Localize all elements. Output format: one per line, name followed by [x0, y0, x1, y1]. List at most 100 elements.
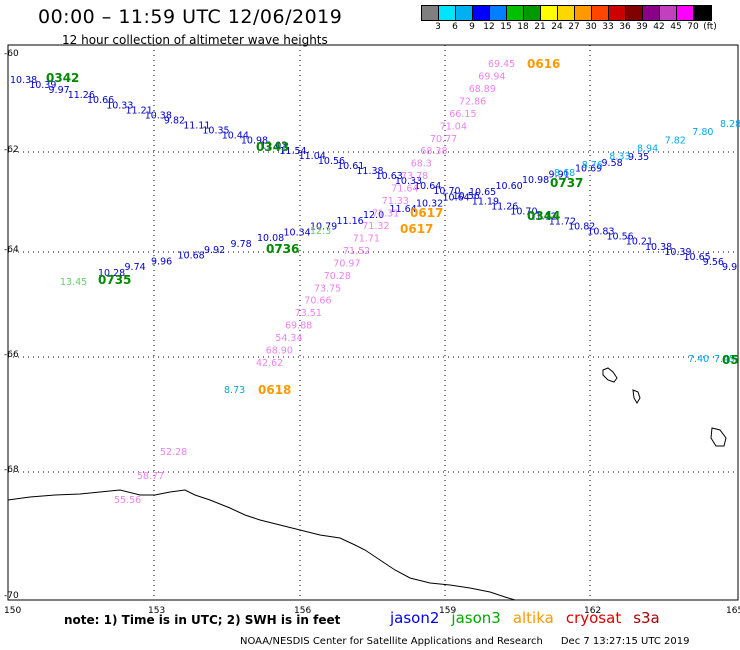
swh-value: 10.64 — [414, 181, 441, 192]
swh-value: 12.3 — [310, 226, 331, 237]
latitude-labels: -60 -62 -64 -66 -68 -70 — [4, 49, 19, 601]
swh-value: 10.82 — [568, 222, 595, 233]
swh-value: 10.60 — [496, 181, 523, 192]
graticule — [8, 45, 738, 600]
color-scale-label: 36 — [619, 22, 631, 32]
swh-value: 10.64 — [443, 193, 470, 204]
color-swatch — [694, 6, 711, 20]
swh-value: 72.86 — [459, 96, 486, 107]
color-swatch — [609, 6, 626, 20]
swh-value: 70.66 — [304, 296, 331, 307]
color-swatch — [575, 6, 592, 20]
color-swatch — [507, 6, 524, 20]
swh-value: 10.56 — [607, 232, 634, 243]
swh-value: 10.35 — [202, 126, 229, 137]
swh-value: 12.0 — [363, 210, 384, 221]
color-scale-label: 70 — [687, 22, 699, 32]
island-outline — [602, 367, 618, 383]
island-outline — [632, 389, 641, 404]
swh-value: 13.45 — [60, 277, 87, 288]
swh-value: 42.62 — [256, 358, 283, 369]
pass-time: 0737 — [550, 176, 583, 190]
pass-time: 0616 — [527, 57, 560, 71]
swh-value: 10.39 — [664, 247, 691, 258]
swh-value: 70.97 — [333, 258, 360, 269]
color-swatch — [643, 6, 660, 20]
color-swatch — [592, 6, 609, 20]
pass-time: 0617 — [410, 206, 443, 220]
page-title: 00:00 – 11:59 UTC 12/06/2019 — [38, 6, 343, 28]
swh-value: 71.71 — [353, 233, 380, 244]
swh-value: 70.77 — [430, 134, 457, 145]
generated-timestamp: Dec 7 13:27:15 UTC 2019 — [560, 636, 690, 647]
color-swatch — [541, 6, 558, 20]
swh-value: 10.32 — [416, 198, 443, 209]
color-swatch — [677, 6, 694, 20]
map-frame — [7, 44, 739, 601]
track-labels: 10.3810.399.9711.2610.6610.3311.2110.389… — [10, 59, 740, 506]
color-scale-label: 9 — [469, 22, 475, 32]
swh-value: 10.21 — [626, 237, 653, 248]
swh-value: 11.11 — [183, 121, 210, 132]
color-scale-label: 12 — [483, 22, 495, 32]
swh-value: 9.92 — [204, 245, 225, 256]
swh-value: 8.94 — [637, 144, 658, 155]
swh-value: 9.78 — [231, 239, 252, 250]
color-swatch — [558, 6, 575, 20]
swh-value: 69.45 — [488, 59, 515, 70]
swh-value: 10.33 — [106, 100, 133, 111]
color-scale-label: 30 — [585, 22, 597, 32]
swh-value: 68.89 — [469, 84, 496, 95]
pass-time: 0344 — [527, 209, 560, 223]
longitude-label: 156 — [294, 606, 311, 616]
swh-value: 10.61 — [337, 161, 364, 172]
swh-value: 11.54 — [279, 146, 306, 157]
pass-time: 0736 — [266, 242, 299, 256]
swh-value: 10.08 — [257, 233, 284, 244]
color-scale — [421, 5, 712, 21]
pass-time: 0618 — [258, 383, 291, 397]
island-outline — [710, 427, 727, 447]
swh-value: 10.68 — [178, 251, 205, 262]
swh-value: 7.80 — [692, 127, 713, 138]
swh-value: 10.33 — [395, 176, 422, 187]
coastline — [7, 367, 727, 601]
color-scale-label: 39 — [636, 22, 648, 32]
color-scale-label: 6 — [452, 22, 458, 32]
swh-value: 58.77 — [137, 471, 164, 482]
swh-value: 66.15 — [449, 109, 476, 120]
swh-value: 9.91 — [549, 169, 570, 180]
swh-value: 11.16 — [337, 216, 364, 227]
pass-time: 0735 — [98, 273, 131, 287]
swh-value: 68.90 — [266, 346, 293, 357]
satellite-jason2: jason2 — [390, 609, 440, 627]
color-swatch — [439, 6, 456, 20]
color-scale-label: 33 — [602, 22, 614, 32]
swh-value: 68.38 — [420, 146, 447, 157]
swh-value: 10.70 — [510, 206, 537, 217]
color-scale-label: 18 — [517, 22, 529, 32]
swh-value: 71.04 — [440, 121, 467, 132]
color-swatch — [422, 6, 439, 20]
swh-value: 73.51 — [295, 308, 322, 319]
color-scale-label: 45 — [670, 22, 682, 32]
footer: NOAA/NESDIS Center for Satellite Applica… — [240, 636, 689, 647]
swh-value: 11.26 — [68, 90, 95, 101]
swh-value: 8.76 — [582, 160, 603, 171]
swh-value: 10.98 — [241, 136, 268, 147]
pass-time: 0617 — [400, 222, 433, 236]
swh-value: 10.38 — [10, 75, 37, 86]
swh-value: 10.66 — [87, 95, 114, 106]
color-scale-label: (ft) — [703, 22, 717, 32]
swh-value: 73.78 — [401, 171, 428, 182]
swh-value: 11.19 — [472, 196, 499, 207]
swh-value: 8.28 — [720, 119, 740, 130]
swh-value: 54.34 — [275, 333, 302, 344]
color-swatch — [456, 6, 473, 20]
swh-value: 71.32 — [362, 221, 389, 232]
swh-value: 9.35 — [628, 152, 649, 163]
swh-value: 10.28 — [98, 268, 125, 279]
swh-value: 10.70 — [433, 186, 460, 197]
color-swatch — [490, 6, 507, 20]
